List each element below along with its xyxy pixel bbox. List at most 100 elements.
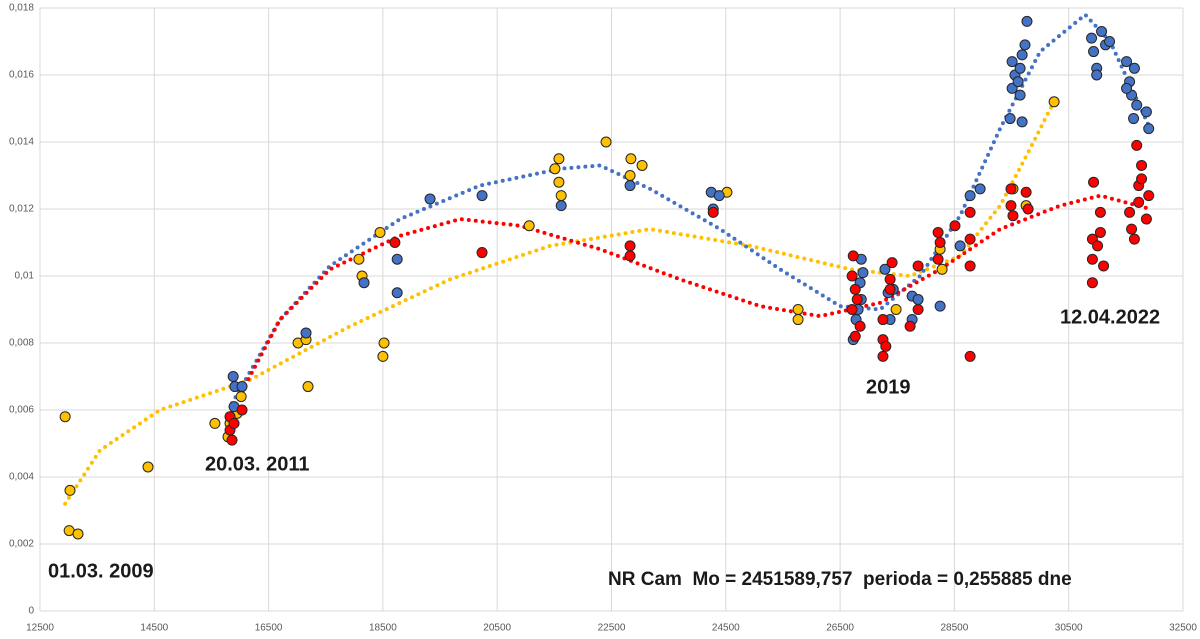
point bbox=[1014, 62, 1026, 74]
point bbox=[912, 260, 924, 272]
point bbox=[1143, 123, 1155, 135]
point bbox=[1094, 226, 1106, 238]
point bbox=[954, 240, 966, 252]
point bbox=[636, 159, 648, 171]
point bbox=[476, 190, 488, 202]
point bbox=[1091, 69, 1103, 81]
annotation: 20.03. 2011 bbox=[205, 453, 310, 475]
point bbox=[1124, 206, 1136, 218]
point bbox=[1136, 159, 1148, 171]
grid bbox=[39, 7, 1184, 612]
point bbox=[1088, 46, 1100, 58]
y-tick-label: 0,012 bbox=[9, 204, 34, 215]
point bbox=[932, 226, 944, 238]
point bbox=[235, 391, 247, 403]
point bbox=[877, 314, 889, 326]
point bbox=[1098, 260, 1110, 272]
point bbox=[378, 337, 390, 349]
point bbox=[851, 293, 863, 305]
point bbox=[912, 293, 924, 305]
point bbox=[912, 304, 924, 315]
point bbox=[1140, 213, 1152, 225]
x-tick-label: 18500 bbox=[369, 623, 397, 634]
point bbox=[1020, 186, 1032, 198]
point bbox=[358, 277, 370, 289]
point bbox=[549, 163, 561, 175]
point bbox=[847, 250, 859, 262]
point bbox=[1006, 56, 1018, 68]
point bbox=[226, 434, 238, 446]
point bbox=[1140, 106, 1152, 118]
point bbox=[1048, 96, 1060, 108]
trend-line bbox=[63, 103, 1055, 506]
y-tick-label: 0,002 bbox=[9, 539, 34, 550]
y-tick-label: 0 bbox=[28, 606, 34, 617]
point bbox=[846, 270, 858, 282]
x-tick-label: 24500 bbox=[712, 623, 740, 634]
point bbox=[964, 260, 976, 272]
point bbox=[849, 330, 861, 342]
point bbox=[932, 253, 944, 265]
point bbox=[713, 190, 725, 202]
point bbox=[792, 304, 804, 315]
point bbox=[1128, 233, 1140, 245]
point bbox=[1007, 210, 1019, 222]
point bbox=[1136, 173, 1148, 185]
point bbox=[1126, 223, 1138, 235]
trend-lines bbox=[63, 11, 1153, 506]
point bbox=[884, 283, 896, 295]
point bbox=[1131, 139, 1143, 151]
point bbox=[1131, 99, 1143, 111]
point bbox=[64, 484, 76, 496]
point bbox=[849, 283, 861, 295]
point bbox=[476, 247, 488, 259]
point bbox=[1128, 62, 1140, 74]
point bbox=[624, 250, 636, 262]
annotation: NR Cam Mo = 2451589,757 perioda = 0,2558… bbox=[608, 569, 1072, 590]
labels: 0 0,002 0,004 0,006 0,008 0,01 0,012 0,014 0,016… bbox=[9, 3, 1197, 634]
point bbox=[949, 220, 961, 232]
trend-line bbox=[230, 193, 1153, 412]
y-tick-label: 0,01 bbox=[15, 271, 35, 282]
point bbox=[1088, 176, 1100, 188]
point bbox=[1143, 190, 1155, 202]
x-tick-label: 26500 bbox=[826, 623, 854, 634]
y-tick-label: 0,018 bbox=[9, 3, 34, 14]
point bbox=[854, 320, 866, 332]
point bbox=[1086, 277, 1098, 289]
point bbox=[1086, 32, 1098, 44]
point bbox=[1004, 113, 1016, 125]
x-tick-label: 28500 bbox=[940, 623, 968, 634]
x-tick-label: 14500 bbox=[140, 623, 168, 634]
y-tick-label: 0,016 bbox=[9, 70, 34, 81]
point bbox=[1016, 116, 1028, 128]
point bbox=[374, 226, 386, 238]
point bbox=[1096, 25, 1108, 37]
point bbox=[1005, 183, 1017, 195]
point bbox=[857, 267, 869, 279]
x-tick-label: 16500 bbox=[255, 623, 283, 634]
point bbox=[886, 257, 898, 269]
point bbox=[553, 153, 565, 165]
point bbox=[1128, 113, 1140, 125]
point bbox=[1094, 206, 1106, 218]
point bbox=[964, 233, 976, 245]
point bbox=[625, 153, 637, 165]
point bbox=[846, 304, 858, 315]
annotation: 2019 bbox=[866, 376, 911, 398]
point bbox=[228, 417, 240, 429]
point bbox=[1121, 56, 1133, 68]
y-tick-label: 0,008 bbox=[9, 338, 34, 349]
point bbox=[1021, 15, 1033, 27]
x-tick-label: 20500 bbox=[483, 623, 511, 634]
points bbox=[59, 15, 1155, 540]
point bbox=[142, 461, 154, 473]
point bbox=[1104, 36, 1116, 47]
point bbox=[424, 193, 436, 205]
point bbox=[1092, 240, 1104, 252]
point bbox=[1133, 196, 1145, 208]
point bbox=[553, 176, 565, 188]
y-tick-label: 0,004 bbox=[9, 472, 34, 483]
point bbox=[880, 340, 892, 352]
point bbox=[1005, 200, 1017, 212]
